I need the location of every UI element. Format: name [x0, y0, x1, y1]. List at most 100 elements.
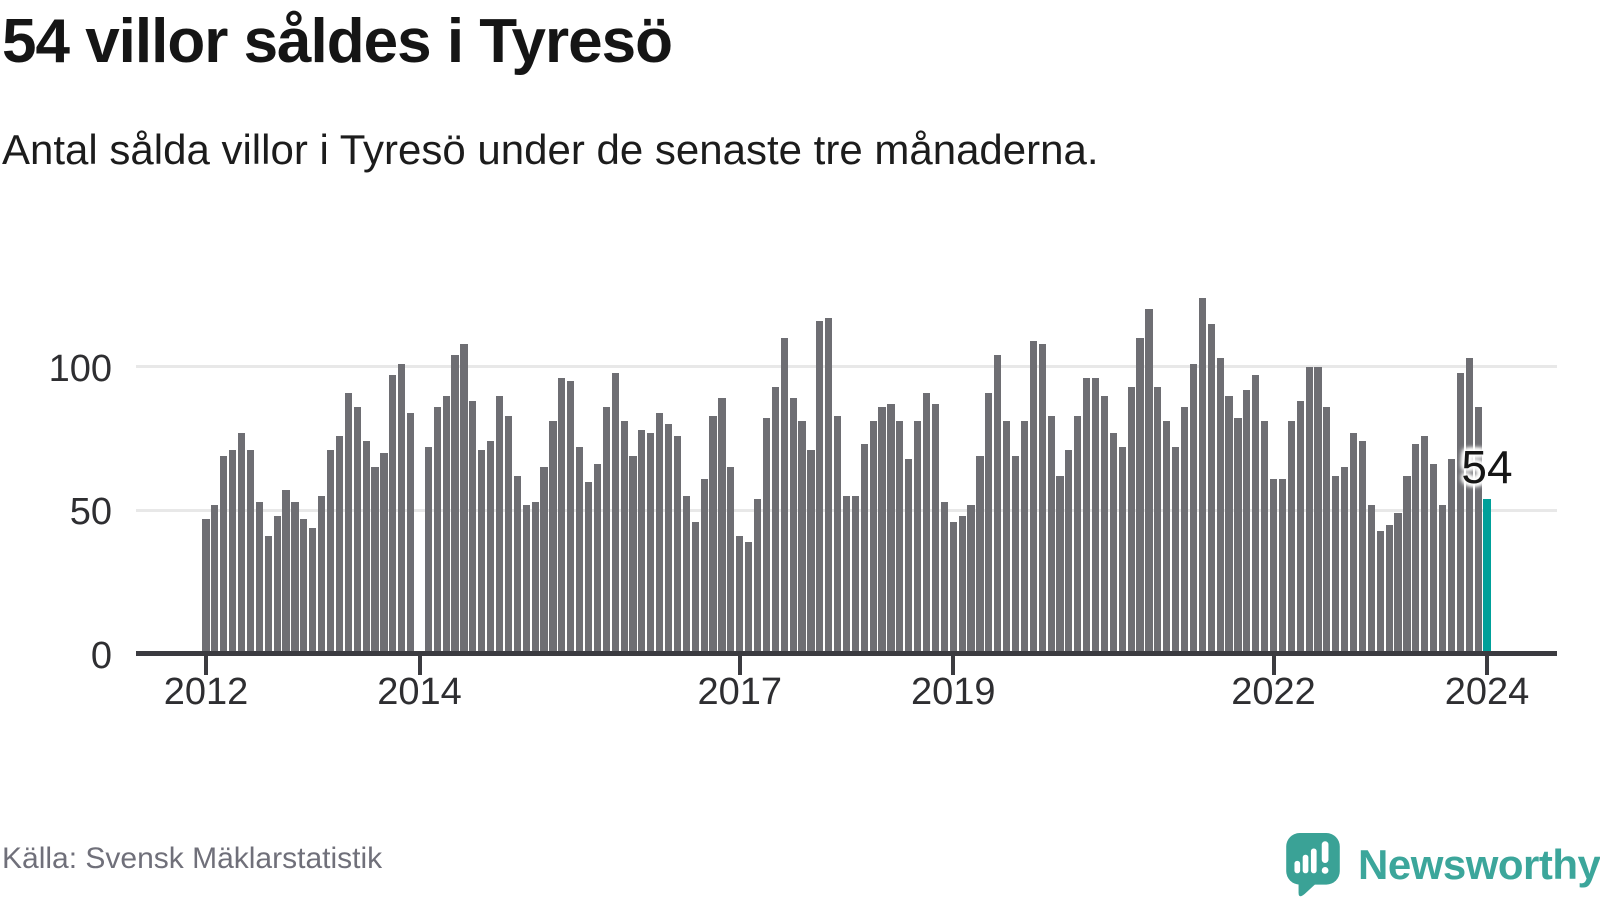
bar — [451, 355, 459, 654]
bar — [709, 415, 717, 654]
bar — [1118, 447, 1126, 654]
bar — [558, 378, 566, 654]
bar — [326, 450, 335, 654]
bar — [371, 467, 379, 654]
bar — [1430, 464, 1438, 654]
bar — [478, 450, 486, 654]
bar — [1358, 441, 1367, 654]
bar — [1438, 504, 1447, 654]
newsworthy-wordmark: Newsworthy — [1358, 841, 1600, 888]
bar — [540, 467, 548, 654]
bar — [656, 412, 664, 654]
bar — [1474, 407, 1482, 654]
bar — [718, 398, 726, 654]
chart-subtitle: Antal sålda villor i Tyresö under de sen… — [2, 126, 1099, 173]
bar — [567, 381, 575, 654]
bar — [860, 444, 868, 654]
bar — [1127, 386, 1135, 654]
bar — [762, 418, 771, 654]
bar — [940, 501, 948, 654]
bar — [1065, 450, 1073, 654]
bar — [1109, 432, 1117, 654]
bar — [1029, 340, 1037, 654]
bar — [771, 386, 779, 654]
bar — [264, 536, 272, 654]
bar — [220, 455, 228, 654]
bar — [1047, 415, 1055, 654]
bar — [602, 407, 610, 654]
bar — [869, 421, 877, 654]
bar — [549, 421, 557, 654]
x-axis-tick — [417, 653, 422, 675]
bar — [780, 338, 788, 654]
bar — [1011, 455, 1020, 654]
bar — [905, 458, 913, 654]
x-tick-label: 2014 — [377, 671, 462, 713]
bar — [851, 496, 859, 654]
bar — [487, 441, 495, 654]
bar — [442, 395, 450, 654]
bar — [1020, 421, 1029, 654]
bar — [273, 516, 281, 654]
bar — [985, 392, 993, 654]
y-tick-label: 100 — [48, 347, 112, 390]
bar — [362, 441, 370, 654]
bar — [1349, 432, 1358, 654]
bar — [1225, 395, 1233, 654]
bar — [1403, 475, 1411, 654]
x-tick-label: 2019 — [910, 671, 996, 713]
bar — [1154, 386, 1162, 654]
bar — [1003, 421, 1011, 654]
bar — [1456, 372, 1464, 654]
x-axis-tick — [204, 653, 208, 675]
bar — [842, 496, 851, 654]
bar — [1305, 366, 1313, 654]
bar — [229, 450, 237, 654]
bar — [949, 521, 957, 654]
bar — [1367, 504, 1375, 654]
bar — [673, 435, 682, 654]
bar — [211, 504, 219, 654]
bar — [1145, 309, 1153, 654]
bar — [1100, 395, 1109, 654]
gridline — [136, 365, 1557, 369]
bar — [300, 519, 308, 654]
y-tick-label: 0 — [90, 635, 112, 677]
bar — [1412, 444, 1420, 654]
bar — [1163, 421, 1171, 654]
bar — [576, 447, 584, 654]
bar — [1376, 530, 1384, 654]
bar — [504, 415, 513, 654]
bar — [1092, 378, 1100, 654]
bar — [246, 450, 255, 654]
bar — [433, 407, 441, 654]
bar — [620, 421, 628, 654]
bar — [1038, 343, 1046, 654]
bar — [282, 490, 290, 654]
bar — [495, 395, 504, 654]
bar — [629, 455, 637, 654]
bar — [1287, 421, 1295, 654]
bar — [887, 404, 895, 654]
newsworthy-bubble-icon — [1286, 833, 1340, 897]
bar — [1252, 375, 1260, 654]
bar — [816, 320, 824, 654]
bar — [398, 363, 406, 654]
bar — [1216, 358, 1224, 654]
bar — [202, 519, 210, 654]
bar — [389, 375, 397, 654]
bar — [353, 407, 361, 654]
bar — [1341, 467, 1349, 654]
bar — [736, 536, 744, 654]
bar — [1234, 418, 1242, 654]
bar — [237, 432, 246, 654]
bar — [807, 450, 815, 654]
bar — [344, 392, 352, 654]
bar — [469, 401, 477, 654]
x-tick-label: 2012 — [163, 671, 249, 713]
bar — [593, 464, 601, 654]
bar — [1269, 478, 1278, 654]
bar — [1207, 323, 1215, 654]
x-axis-tick — [951, 653, 956, 675]
bar — [638, 429, 646, 654]
